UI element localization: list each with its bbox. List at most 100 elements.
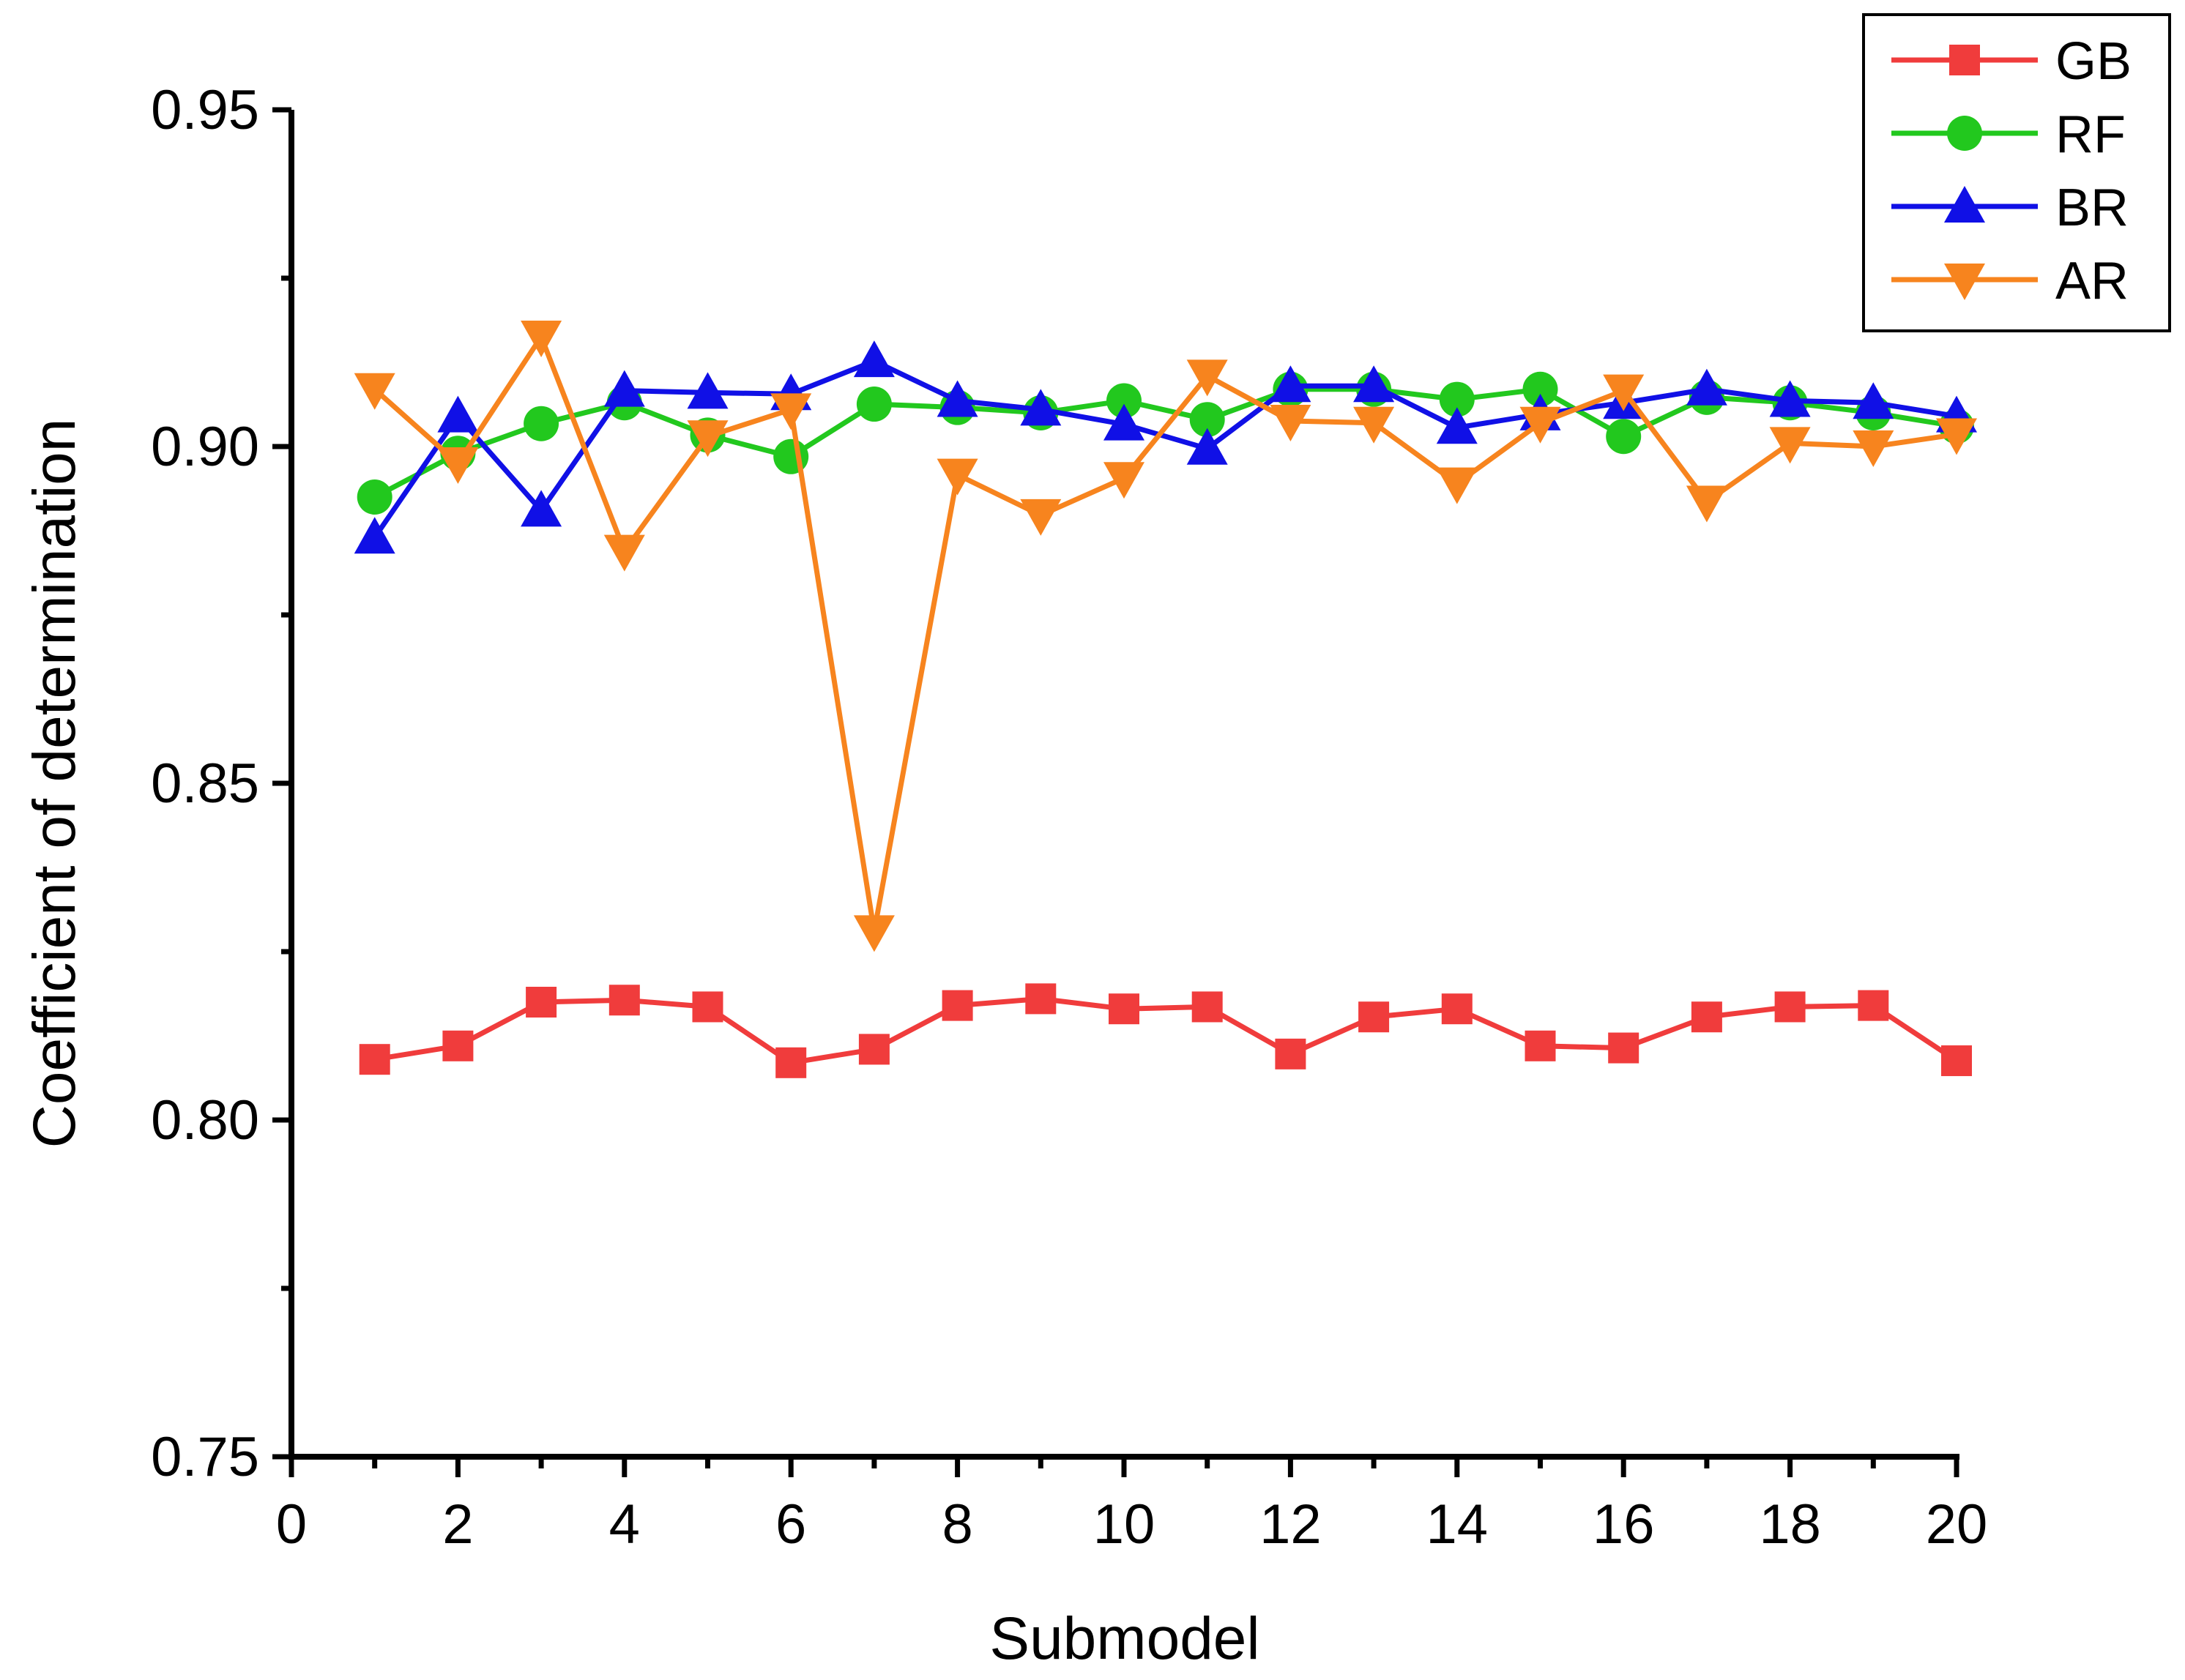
x-axis-title: Submodel <box>989 1605 1259 1672</box>
data-point-gb-3 <box>526 987 557 1018</box>
data-point-br-13 <box>1353 365 1395 403</box>
legend-label: RF <box>2055 105 2126 164</box>
data-point-rf-10 <box>1106 383 1142 419</box>
data-point-br-1 <box>354 517 395 554</box>
data-point-gb-1 <box>359 1044 390 1075</box>
data-point-br-12 <box>1270 365 1311 403</box>
x-tick-label: 6 <box>775 1493 806 1556</box>
legend-marker-ar <box>1944 264 1985 300</box>
series-ar <box>354 321 1977 952</box>
data-point-ar-6 <box>770 393 812 430</box>
data-point-br-10 <box>1103 403 1144 441</box>
data-point-gb-11 <box>1191 991 1223 1023</box>
data-point-br-2 <box>437 395 479 433</box>
data-point-ar-16 <box>1603 374 1645 411</box>
legend-item-gb: GB <box>1891 32 2132 91</box>
data-point-gb-12 <box>1275 1038 1306 1069</box>
data-point-br-17 <box>1686 368 1727 406</box>
data-point-ar-14 <box>1436 467 1478 504</box>
data-point-gb-10 <box>1109 993 1139 1025</box>
x-tick-label: 14 <box>1426 1493 1489 1556</box>
data-point-ar-9 <box>1020 499 1062 536</box>
data-point-br-5 <box>687 372 729 409</box>
data-point-gb-2 <box>442 1030 474 1061</box>
x-tick-label: 4 <box>609 1493 640 1556</box>
data-point-gb-16 <box>1608 1032 1639 1064</box>
legend-marker-gb <box>1949 45 1980 75</box>
data-point-rf-1 <box>357 479 392 515</box>
data-point-br-11 <box>1186 428 1228 465</box>
x-tick-label: 20 <box>1926 1493 1988 1556</box>
legend-label: AR <box>2055 252 2129 310</box>
data-point-rf-6 <box>773 438 809 474</box>
data-point-br-9 <box>1020 389 1062 426</box>
data-point-rf-16 <box>1606 419 1642 455</box>
data-point-ar-10 <box>1103 462 1144 499</box>
data-point-gb-4 <box>608 985 640 1016</box>
data-point-gb-13 <box>1358 1001 1390 1033</box>
y-tick-label: 0.90 <box>151 416 259 478</box>
data-point-gb-18 <box>1774 991 1806 1023</box>
data-point-ar-15 <box>1519 406 1561 444</box>
data-point-ar-11 <box>1186 359 1228 397</box>
data-point-rf-3 <box>524 406 559 441</box>
x-tick-label: 0 <box>276 1493 307 1556</box>
legend-marker-br <box>1944 186 1985 223</box>
data-point-ar-5 <box>687 420 729 458</box>
data-point-rf-15 <box>1522 371 1558 407</box>
series-layer <box>354 321 1977 1078</box>
legend-marker-rf <box>1947 116 1982 151</box>
data-point-gb-14 <box>1441 993 1473 1025</box>
x-tick-label: 8 <box>942 1493 972 1556</box>
data-point-br-14 <box>1436 407 1478 444</box>
series-line-ar <box>372 334 1959 934</box>
data-point-ar-13 <box>1353 406 1395 444</box>
y-tick-label: 0.85 <box>151 753 259 815</box>
axes-layer: 0.75 0.80 0.85 0.90 0.95 0 2 4 6 8 10 12 14 16 18 20 <box>151 79 1987 1556</box>
legend-item-br: BR <box>1891 179 2129 237</box>
x-tick-label: 16 <box>1593 1493 1655 1556</box>
data-point-rf-7 <box>856 387 892 422</box>
data-point-br-18 <box>1769 380 1811 417</box>
data-point-br-8 <box>937 380 978 417</box>
legend: GB RF BR AR <box>1862 13 2171 332</box>
data-point-ar-2 <box>437 447 479 484</box>
data-point-ar-17 <box>1686 485 1727 523</box>
x-tick-label: 18 <box>1759 1493 1821 1556</box>
legend-label: BR <box>2055 179 2129 237</box>
data-point-gb-7 <box>858 1034 890 1065</box>
data-point-ar-7 <box>853 915 895 952</box>
data-point-gb-15 <box>1525 1030 1556 1061</box>
data-point-rf-11 <box>1189 402 1225 438</box>
data-point-ar-12 <box>1270 405 1311 442</box>
data-point-gb-8 <box>942 990 973 1021</box>
data-point-ar-8 <box>937 458 978 496</box>
data-point-ar-19 <box>1853 430 1894 467</box>
data-point-ar-1 <box>354 373 395 410</box>
data-point-gb-6 <box>775 1047 807 1078</box>
data-point-br-7 <box>853 340 895 378</box>
x-tick-label: 2 <box>442 1493 473 1556</box>
series-gb <box>359 983 1972 1078</box>
data-point-rf-14 <box>1439 381 1475 417</box>
x-tick-label: 12 <box>1259 1493 1322 1556</box>
data-point-br-19 <box>1853 382 1894 419</box>
data-point-ar-18 <box>1769 427 1811 464</box>
series-line-br <box>372 358 1959 540</box>
data-point-br-3 <box>521 490 562 527</box>
legend-label: GB <box>2055 32 2132 91</box>
series-br <box>354 340 1977 554</box>
y-axis-title: Coefficient of determination <box>21 419 88 1149</box>
data-point-gb-19 <box>1858 990 1889 1021</box>
legend-item-ar: AR <box>1891 252 2129 310</box>
data-point-ar-3 <box>521 321 562 358</box>
data-point-gb-9 <box>1025 983 1057 1015</box>
y-tick-label: 0.75 <box>151 1426 259 1488</box>
data-point-gb-20 <box>1941 1045 1972 1077</box>
x-tick-label: 10 <box>1093 1493 1155 1556</box>
data-point-gb-17 <box>1691 1001 1722 1033</box>
data-point-gb-5 <box>692 991 723 1023</box>
